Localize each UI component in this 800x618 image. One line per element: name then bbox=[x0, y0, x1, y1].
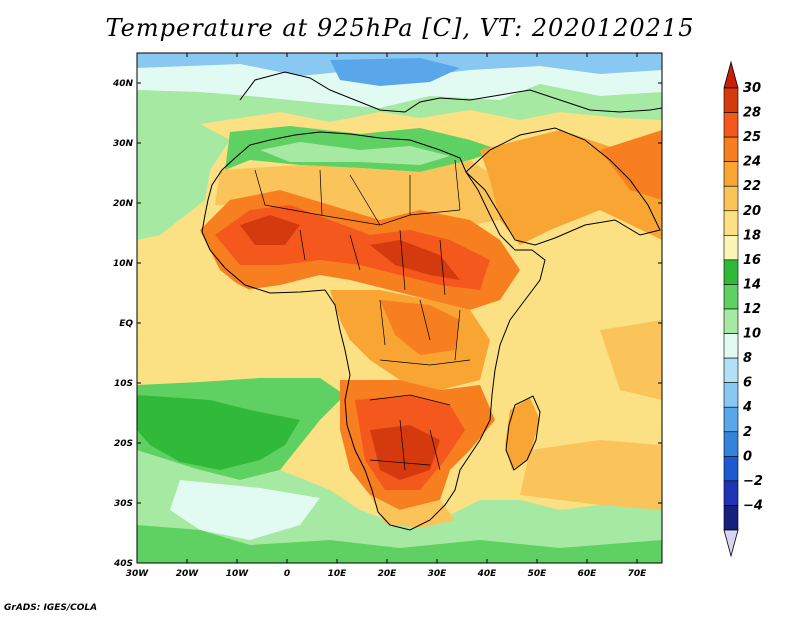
colorbar-swatch bbox=[723, 112, 739, 138]
lon-tick-label: 30E bbox=[428, 569, 448, 579]
lat-tick-label: 30N bbox=[113, 139, 134, 149]
arabia-coastline bbox=[465, 127, 661, 246]
colorbar-swatch bbox=[723, 333, 739, 359]
colorbar-label: 28 bbox=[743, 106, 761, 121]
grads-credit: GrADS: IGES/COLA bbox=[4, 603, 98, 613]
colorbar-label: 4 bbox=[742, 400, 752, 415]
madagascar-coastline bbox=[505, 395, 541, 471]
africa-coastline bbox=[201, 131, 546, 531]
coastlines bbox=[201, 71, 662, 531]
colorbar-label: 0 bbox=[743, 449, 752, 464]
colorbar-swatch bbox=[723, 87, 739, 113]
lat-tick-label: 10N bbox=[113, 259, 134, 269]
lon-tick-label: 60E bbox=[578, 569, 598, 579]
lat-tick-label: 40S bbox=[113, 559, 133, 569]
colorbar-label: 10 bbox=[743, 327, 761, 342]
colorbar-swatch bbox=[723, 431, 739, 457]
lon-tick-label: 50E bbox=[528, 569, 548, 579]
field-indian-ocean bbox=[500, 260, 662, 440]
field-indian-warm bbox=[600, 320, 662, 400]
colorbar-label: −2 bbox=[743, 474, 763, 489]
field-iran bbox=[600, 130, 662, 200]
colorbar-swatch bbox=[723, 210, 739, 236]
colorbar-label: 12 bbox=[743, 302, 761, 317]
colorbar-label: 6 bbox=[743, 376, 752, 391]
colorbar-label: 18 bbox=[743, 228, 761, 243]
field-south-pale bbox=[170, 480, 320, 540]
field-sahel-max bbox=[370, 240, 460, 280]
colorbar-swatch bbox=[723, 136, 739, 162]
field-cape bbox=[370, 495, 455, 528]
lat-tick-label: EQ bbox=[119, 319, 133, 329]
colorbar-label: 2 bbox=[743, 425, 752, 440]
field-madagascar bbox=[505, 398, 540, 470]
lon-tick-label: 40E bbox=[477, 569, 498, 579]
colorbar-swatch bbox=[723, 308, 739, 334]
colorbar-label: 20 bbox=[743, 204, 761, 219]
field-congo-warm bbox=[380, 300, 460, 355]
field-southern-ocean bbox=[137, 450, 662, 563]
colorbar-label: 8 bbox=[743, 351, 752, 366]
colorbar-swatch bbox=[723, 505, 739, 531]
colorbar-swatch bbox=[723, 480, 739, 506]
lat-tick-label: 30S bbox=[114, 499, 133, 509]
border-lines bbox=[254, 159, 471, 471]
field-south-atlantic-dark bbox=[137, 395, 300, 470]
colorbar-label: 25 bbox=[743, 130, 761, 145]
colorbar-label: 30 bbox=[743, 81, 761, 96]
lat-axis: 40N 30N 20N 10N EQ 10S 20S 30S 40S bbox=[112, 79, 662, 569]
field-indian-south bbox=[520, 440, 662, 510]
field-europe-cold bbox=[330, 58, 460, 86]
colorbar-label: 14 bbox=[743, 277, 761, 292]
colorbar-bottom-arrow bbox=[723, 529, 739, 558]
map-title: Temperature at 925hPa [C], VT: 202012021… bbox=[105, 14, 695, 42]
colorbar-swatch bbox=[723, 382, 739, 408]
colorbar-swatch bbox=[723, 456, 739, 482]
colorbar-label: 16 bbox=[743, 253, 761, 268]
colorbar-swatch bbox=[723, 284, 739, 310]
lon-tick-label: 20E bbox=[378, 569, 398, 579]
field-atlantic-green bbox=[137, 124, 230, 240]
temperature-field bbox=[137, 53, 662, 563]
europe-coastline bbox=[239, 71, 662, 113]
colorbar-label: 22 bbox=[743, 179, 761, 194]
colorbar-top-arrow bbox=[723, 60, 739, 89]
colorbar-swatch bbox=[723, 161, 739, 187]
lat-tick-label: 10S bbox=[114, 379, 133, 389]
field-mali-max bbox=[240, 215, 300, 245]
lat-tick-label: 20S bbox=[114, 439, 133, 449]
colorbar-swatch bbox=[723, 235, 739, 261]
colorbar-swatch bbox=[723, 259, 739, 285]
lon-tick-label: 70E bbox=[628, 569, 648, 579]
lon-tick-label: 30W bbox=[126, 569, 150, 579]
lat-tick-label: 20N bbox=[113, 199, 134, 209]
lon-tick-label: 10W bbox=[226, 569, 250, 579]
lon-tick-label: 0 bbox=[284, 569, 290, 579]
lon-tick-label: 20W bbox=[176, 569, 200, 579]
colorbar-swatch bbox=[723, 357, 739, 383]
field-kalahari-max bbox=[370, 425, 440, 480]
plot-frame bbox=[136, 52, 663, 564]
colorbar-label: 24 bbox=[743, 155, 761, 170]
colorbar-swatch bbox=[723, 185, 739, 212]
colorbar-label: −4 bbox=[743, 498, 763, 513]
field-sahara-north-pale bbox=[260, 142, 450, 165]
lat-tick-label: 40N bbox=[112, 79, 134, 89]
field-south-edge bbox=[137, 525, 662, 563]
field-gulf bbox=[137, 240, 345, 385]
colorbar-swatch bbox=[723, 406, 739, 433]
lon-tick-label: 10E bbox=[328, 569, 348, 579]
lon-axis: 30W 20W 10W 0 10E 20E 30E 40E 50E 60E 70E bbox=[126, 53, 647, 579]
